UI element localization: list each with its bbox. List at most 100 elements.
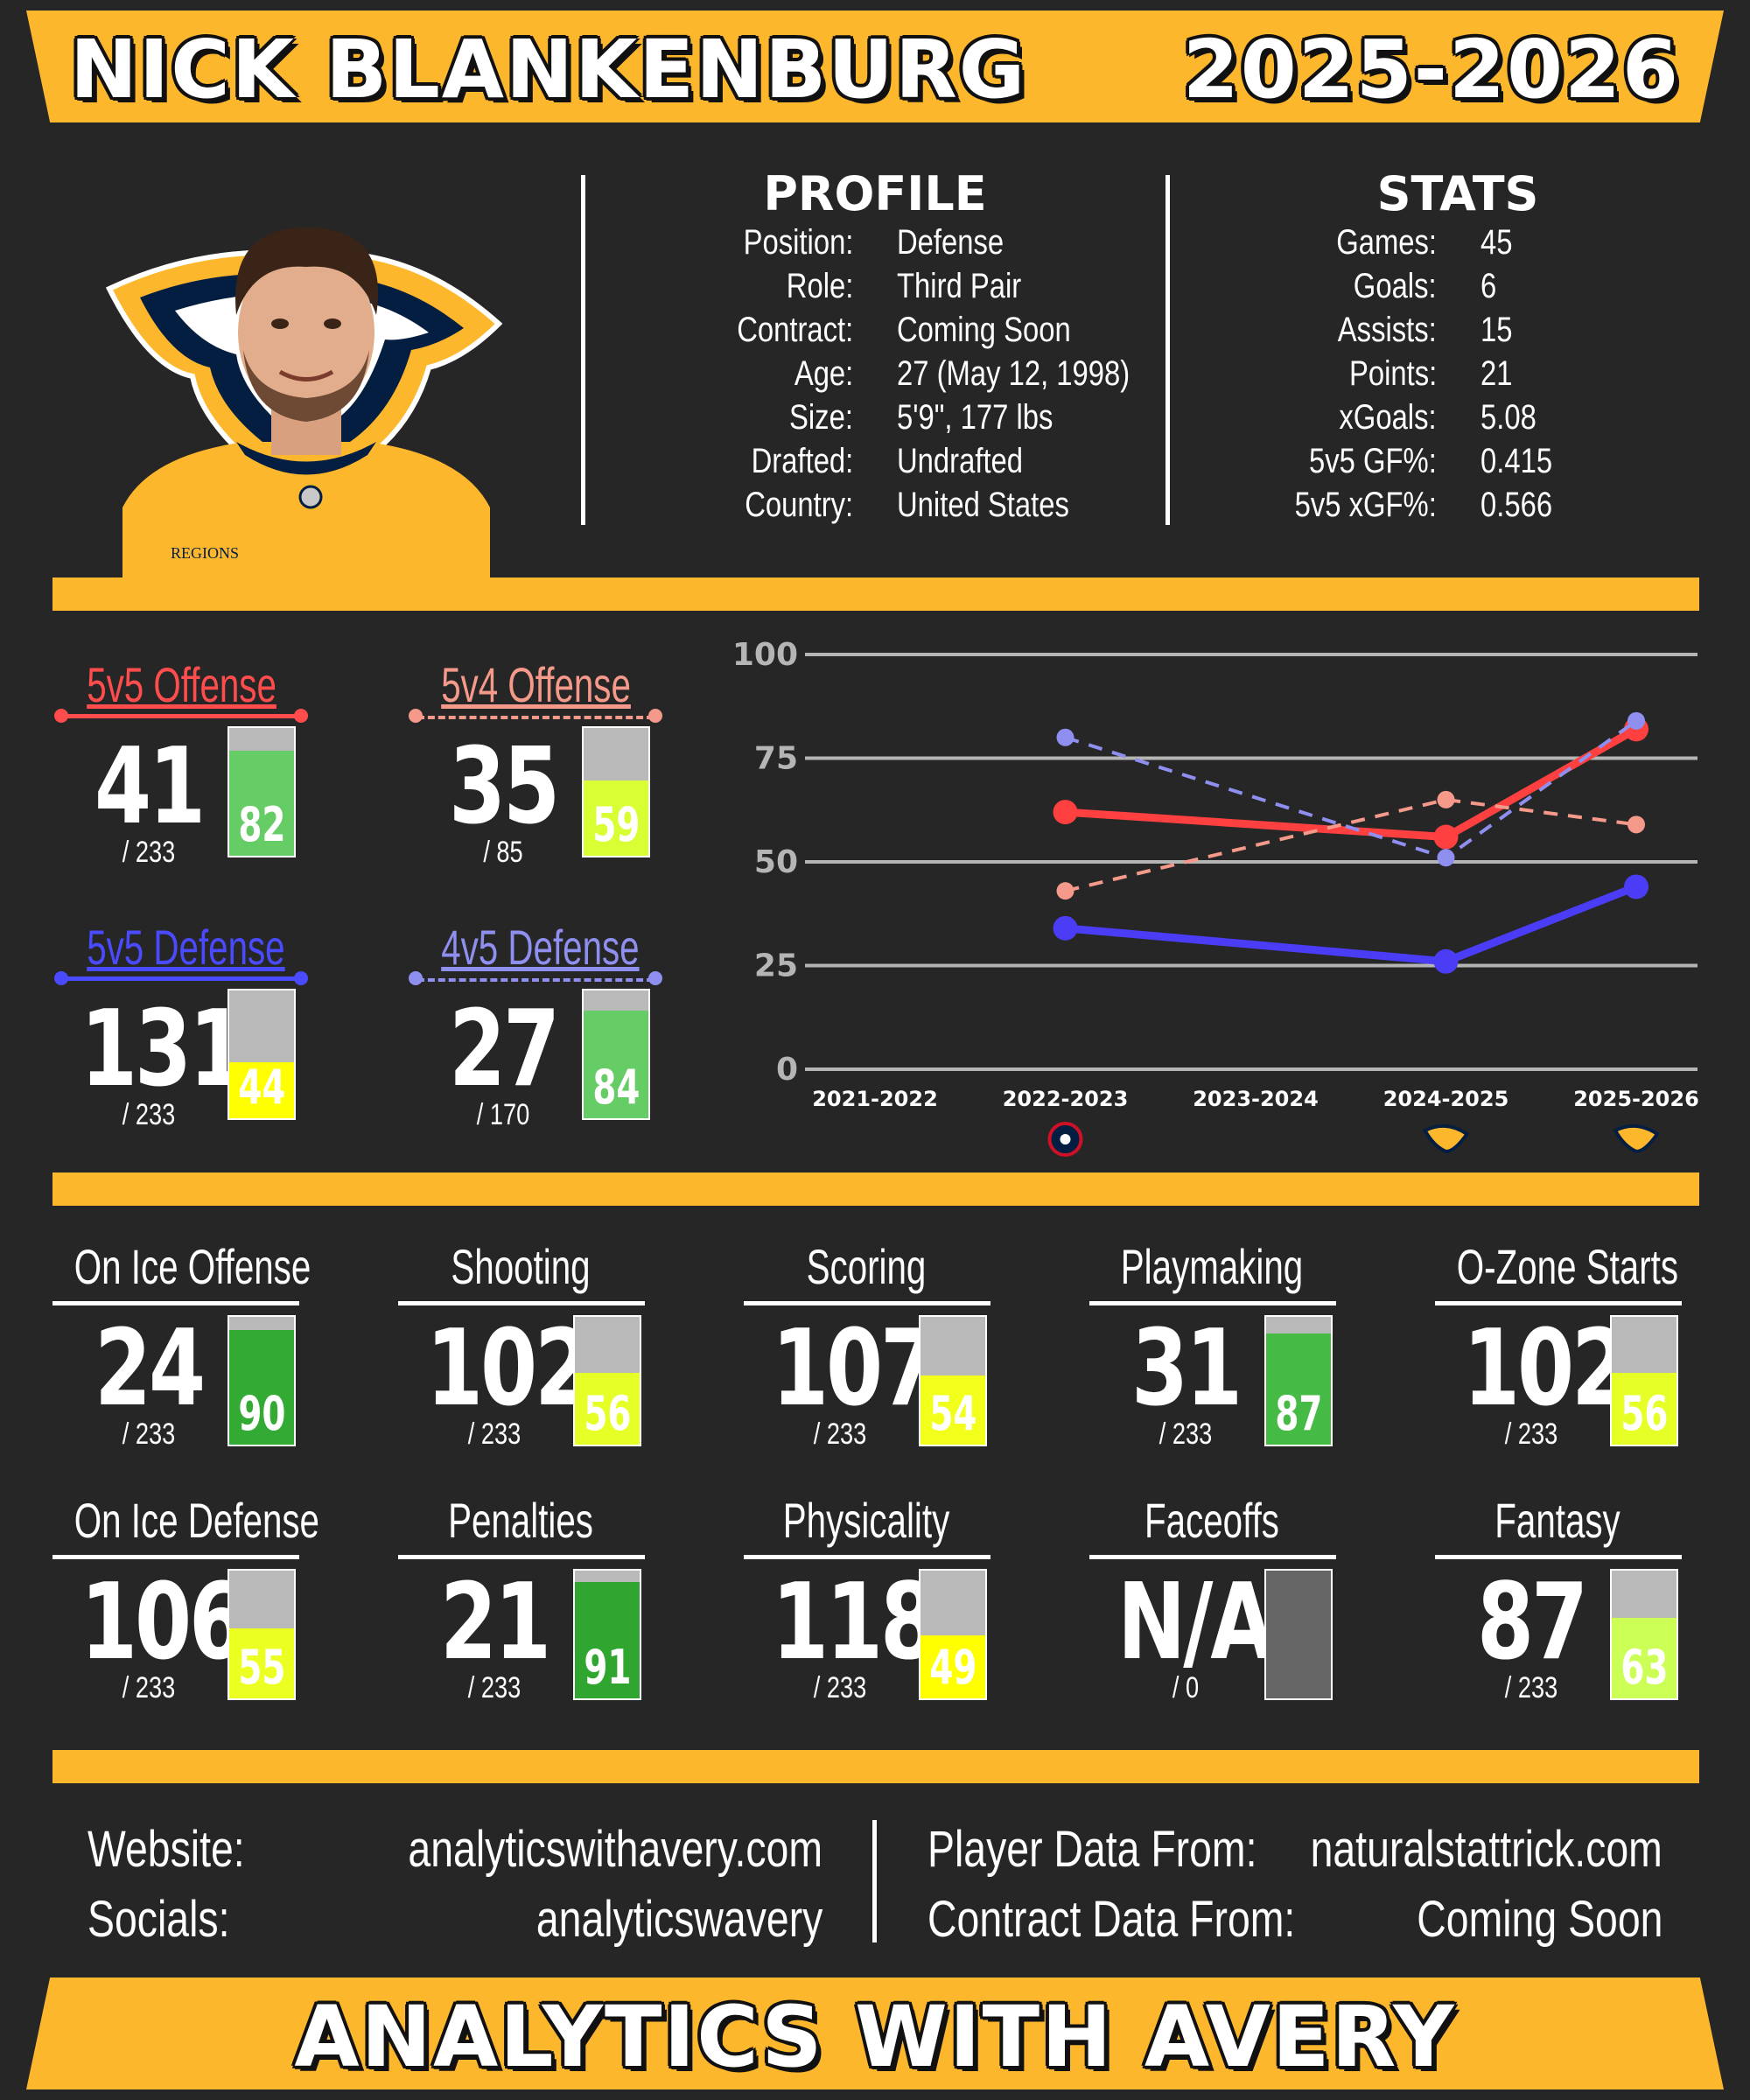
data-point — [1433, 948, 1459, 974]
profile-value: Coming Soon — [897, 311, 1071, 349]
percentile-fill — [229, 1061, 294, 1118]
profile-label: Contract: — [736, 311, 853, 349]
situational-rank: 131 — [80, 989, 246, 1110]
underline-dot — [294, 709, 308, 723]
data-point — [1628, 816, 1645, 834]
stats-label: Points: — [1348, 354, 1437, 393]
metric-title-underline — [1089, 1555, 1336, 1559]
profile-label: Role: — [786, 267, 853, 305]
metric-title-underline — [398, 1301, 645, 1306]
data-point — [1053, 800, 1078, 825]
section-divider-2 — [52, 1172, 1699, 1206]
percentile-fill — [575, 1582, 640, 1698]
metric-title-underline — [744, 1555, 990, 1559]
underline-dot — [54, 709, 68, 723]
percentile-fill — [584, 780, 648, 856]
metric-title-underline — [1435, 1301, 1682, 1306]
percentile-value: 55 — [238, 1640, 286, 1695]
percentile-bar: 56 — [1610, 1315, 1678, 1446]
profile-value: 27 (May 12, 1998) — [897, 354, 1130, 393]
profile-value: Defense — [897, 223, 1004, 262]
profile-value: United States — [897, 486, 1069, 524]
percentile-fill — [1612, 1373, 1676, 1445]
player-data-label: Player Data From: — [928, 1821, 1257, 1878]
situational-rank: 27 — [448, 989, 560, 1110]
season-label: 2025-2026 — [1182, 23, 1680, 116]
percentile-fill — [920, 1376, 985, 1445]
situational-of: / 233 — [122, 836, 176, 869]
percentile-bar: 49 — [919, 1569, 987, 1700]
metric-of: / 233 — [122, 1671, 176, 1704]
divider-right — [1166, 175, 1170, 525]
website-link[interactable]: analyticswithavery.com — [408, 1821, 822, 1878]
percentile-value: 54 — [929, 1386, 977, 1441]
situational-of: / 85 — [483, 836, 523, 869]
profile-label: Drafted: — [751, 442, 853, 480]
stats-value: 21 — [1480, 354, 1513, 393]
metric-title-underline — [744, 1301, 990, 1306]
percentile-value: 63 — [1620, 1640, 1669, 1695]
stats-label: 5v5 GF%: — [1309, 442, 1437, 480]
x-tick-label: 2024-2025 — [1383, 1087, 1509, 1111]
metric-title: Penalties — [448, 1493, 593, 1548]
data-point — [1433, 824, 1459, 850]
metric-title-underline — [398, 1555, 645, 1559]
series-line — [1065, 883, 1638, 966]
stats-value: 5.08 — [1480, 398, 1536, 437]
metric-title: Playmaking — [1120, 1239, 1304, 1294]
data-point — [1437, 849, 1455, 867]
x-tick-label: 2021-2022 — [812, 1087, 938, 1111]
metric-of: / 233 — [813, 1418, 867, 1451]
percentile-bar: 84 — [582, 989, 650, 1120]
percentile-value: 49 — [929, 1640, 977, 1695]
situational-rank: 41 — [94, 726, 206, 848]
stats-label: Goals: — [1354, 267, 1437, 305]
jersey-sponsor: REGIONS — [171, 544, 240, 562]
x-tick-label: 2025-2026 — [1573, 1087, 1699, 1111]
metric-of: / 233 — [467, 1418, 522, 1451]
series-line — [1065, 797, 1637, 893]
header-banner — [26, 10, 1724, 122]
socials-handle[interactable]: analyticswavery — [536, 1891, 823, 1948]
profile-title: PROFILE — [763, 166, 987, 221]
y-tick-label: 50 — [754, 844, 798, 880]
section-divider-1 — [52, 578, 1699, 611]
metric-of: / 0 — [1172, 1671, 1200, 1704]
metric-title: Faceoffs — [1144, 1493, 1279, 1548]
data-point — [1437, 790, 1455, 808]
percentile-fill — [229, 1628, 294, 1698]
metric-title: O-Zone Starts — [1456, 1239, 1679, 1294]
profile-label: Age: — [794, 354, 853, 393]
percentile-fill — [584, 1011, 648, 1118]
profile-label: Position: — [743, 223, 853, 262]
data-point — [1053, 915, 1078, 941]
percentile-fill — [229, 751, 294, 856]
percentile-value: 91 — [584, 1640, 632, 1695]
percentile-bar: 44 — [228, 989, 296, 1120]
data-point — [1628, 711, 1645, 730]
situational-of: / 170 — [476, 1098, 530, 1131]
contract-data-label: Contract Data From: — [928, 1891, 1296, 1948]
situational-rank: 35 — [448, 726, 560, 848]
metric-rank: 102 — [1463, 1308, 1628, 1430]
footer-divider — [872, 1820, 877, 1942]
profile-value: 5'9", 177 lbs — [897, 398, 1054, 437]
percentile-fill — [229, 1329, 294, 1445]
percentile-value: 56 — [1620, 1386, 1669, 1441]
stats-title: STATS — [1376, 166, 1539, 221]
metric-title: Shooting — [451, 1239, 591, 1294]
underline-dot — [54, 971, 68, 985]
metric-title: Scoring — [806, 1239, 927, 1294]
metric-of: / 233 — [122, 1418, 176, 1451]
website-label: Website: — [88, 1821, 245, 1878]
y-tick-label: 100 — [732, 637, 798, 673]
metric-rank: 87 — [1476, 1562, 1588, 1684]
metric-title-underline — [1089, 1301, 1336, 1306]
brand-title: ANALYTICS WITH AVERY — [294, 1988, 1456, 2086]
stats-value: 0.415 — [1480, 442, 1553, 480]
player-data-source[interactable]: naturalstattrick.com — [1310, 1821, 1662, 1878]
percentile-bar: 90 — [228, 1315, 296, 1446]
metric-title: On Ice Defense — [74, 1493, 319, 1548]
data-point — [1624, 874, 1648, 900]
percentile-value: 90 — [238, 1386, 286, 1441]
